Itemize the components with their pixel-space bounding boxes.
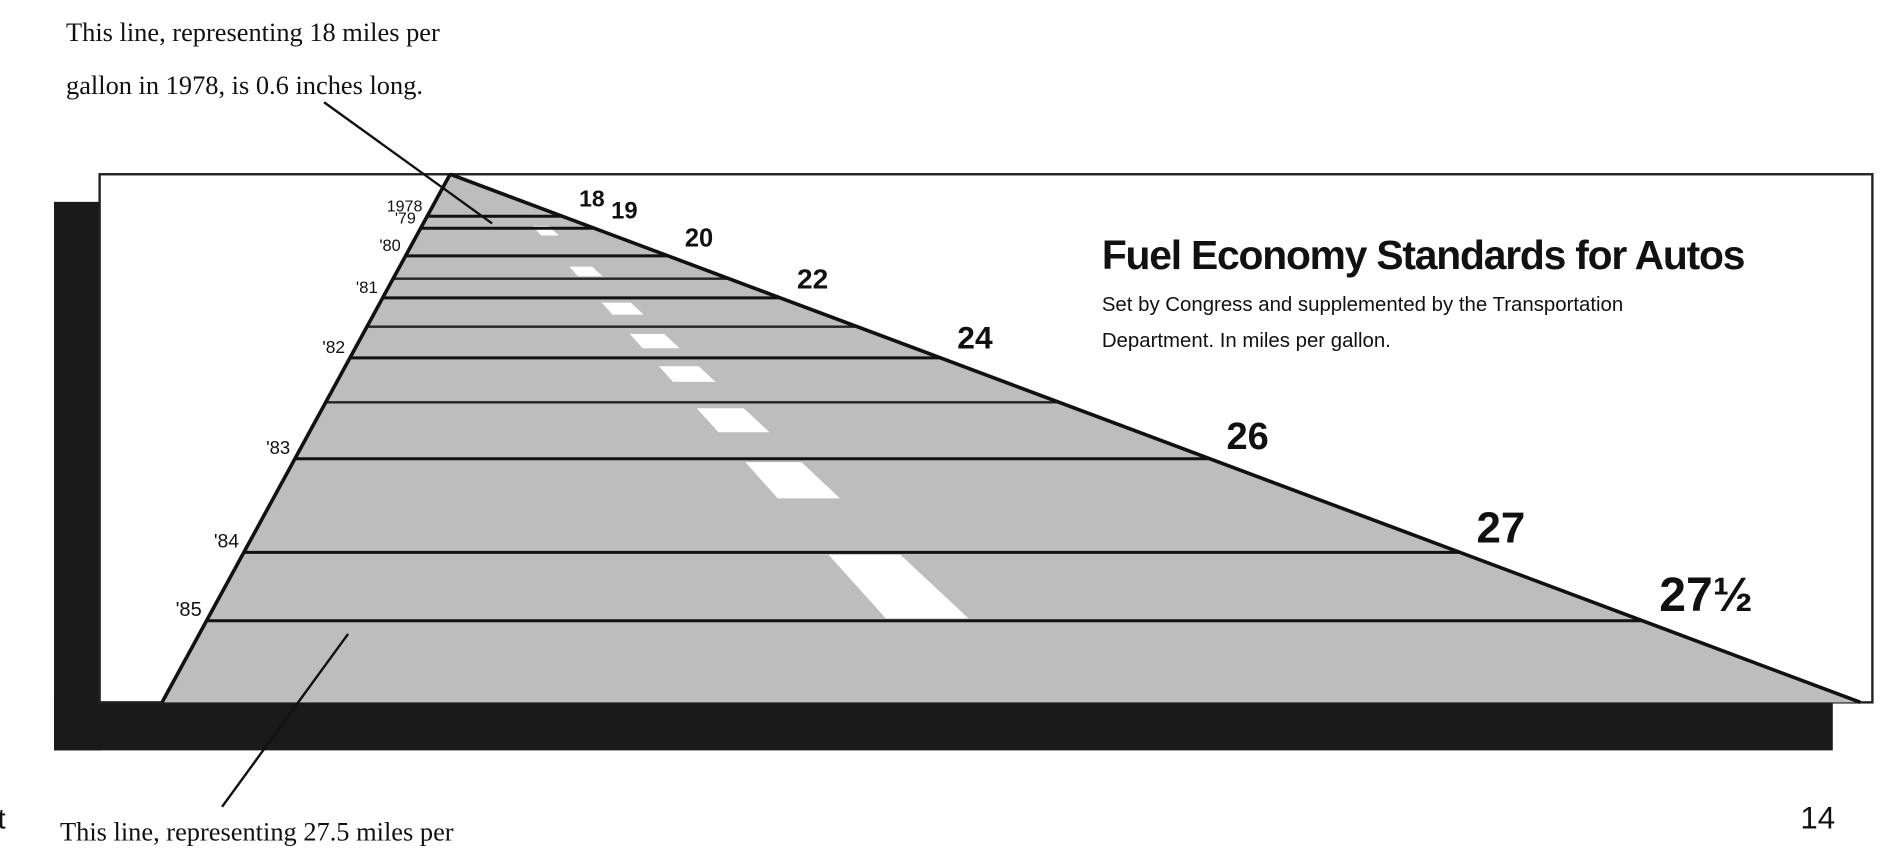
value-label: 22 xyxy=(797,263,828,294)
year-label: '82 xyxy=(322,337,345,357)
year-label: '80 xyxy=(379,237,400,255)
slide: 197818'7919'8020'8122'8224'8326'8427'852… xyxy=(0,0,1882,849)
subtitle: Department. In miles per gallon. xyxy=(1102,330,1391,352)
page: {"chart_data": { "type": "road", "title"… xyxy=(0,0,1882,849)
value-label: 18 xyxy=(579,186,605,212)
value-label: 27 xyxy=(1477,504,1526,553)
annotation: gallon in 1978, is 0.6 inches long. xyxy=(66,70,423,100)
shadow-bottom xyxy=(54,702,1833,750)
year-label: '79 xyxy=(395,209,416,227)
value-label: 24 xyxy=(957,319,993,355)
value-label: 19 xyxy=(611,198,637,225)
year-label: '85 xyxy=(176,599,202,621)
value-label: 20 xyxy=(685,224,713,252)
edge-fragment: t xyxy=(0,803,6,835)
page-number: 14 xyxy=(1800,800,1835,835)
year-label: '81 xyxy=(356,278,378,297)
chart-title: Fuel Economy Standards for Autos xyxy=(1102,232,1745,278)
shadow-left xyxy=(54,202,102,751)
value-label: 26 xyxy=(1227,416,1269,458)
annotation: This line, representing 27.5 miles per xyxy=(60,816,454,846)
year-label: '84 xyxy=(214,531,239,553)
subtitle: Set by Congress and supplemented by the … xyxy=(1102,294,1623,316)
annotation: This line, representing 18 miles per xyxy=(66,17,440,47)
year-label: '83 xyxy=(266,437,290,458)
value-label: 27½ xyxy=(1659,568,1753,622)
